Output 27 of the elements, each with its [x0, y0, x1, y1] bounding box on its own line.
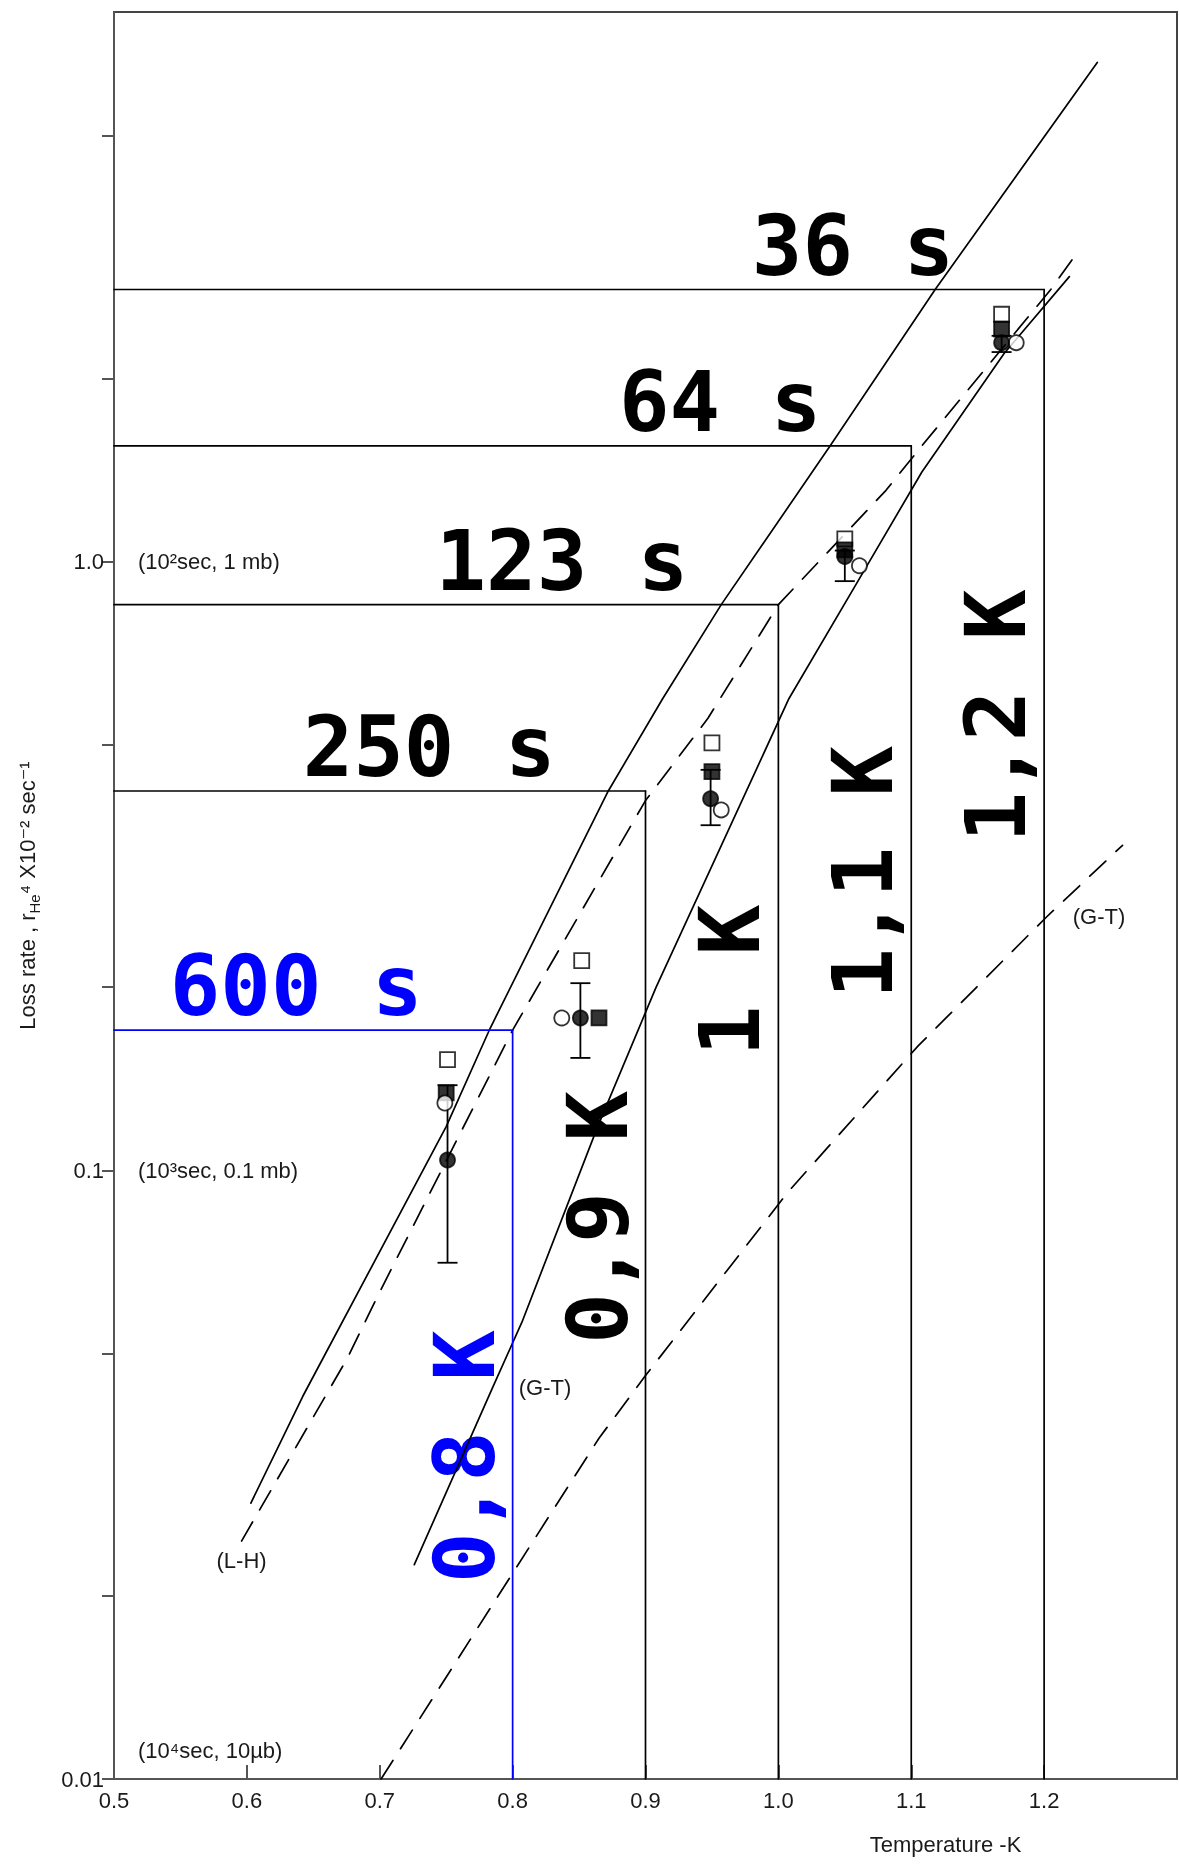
x-tick-label: 1.0 — [763, 1787, 794, 1813]
text: 1 K — [681, 904, 780, 1057]
series-label: 36 s — [751, 196, 955, 295]
annotation: (L-H) — [216, 1547, 267, 1573]
text: 0,9 K — [548, 1090, 647, 1344]
series-label: 600 s — [169, 937, 423, 1036]
y-tick-label: 0.1 — [73, 1157, 104, 1183]
series-label: 250 s — [302, 697, 556, 796]
series-label: 64 s — [618, 352, 822, 451]
series-label: 123 s — [435, 511, 689, 610]
x-tick-label: 0.9 — [630, 1787, 661, 1813]
annotation: (10³sec, 0.1 mb) — [138, 1157, 299, 1183]
text: 1,2 K — [947, 589, 1046, 843]
annotation: (10²sec, 1 mb) — [138, 549, 280, 575]
x-tick-label: 0.6 — [231, 1787, 263, 1813]
y-axis-title: Loss rate , rHe⁴ X10⁻² sec⁻¹ — [14, 761, 43, 1030]
annotation: (G-T) — [518, 1374, 572, 1400]
x-tick-label: 1.2 — [1028, 1787, 1060, 1813]
y-tick-label: 1.0 — [73, 549, 104, 575]
text: 0,8 K — [415, 1329, 514, 1583]
x-tick-label: 0.8 — [497, 1787, 528, 1813]
annotation: (10⁴sec, 10µb) — [138, 1737, 283, 1763]
x-axis-title: Temperature -K — [869, 1831, 1022, 1857]
text: 1,1 K — [814, 745, 913, 999]
x-tick-label: 1.1 — [895, 1787, 927, 1813]
x-tick-label: 0.7 — [364, 1787, 396, 1813]
annotation: (G-T) — [1072, 904, 1126, 930]
